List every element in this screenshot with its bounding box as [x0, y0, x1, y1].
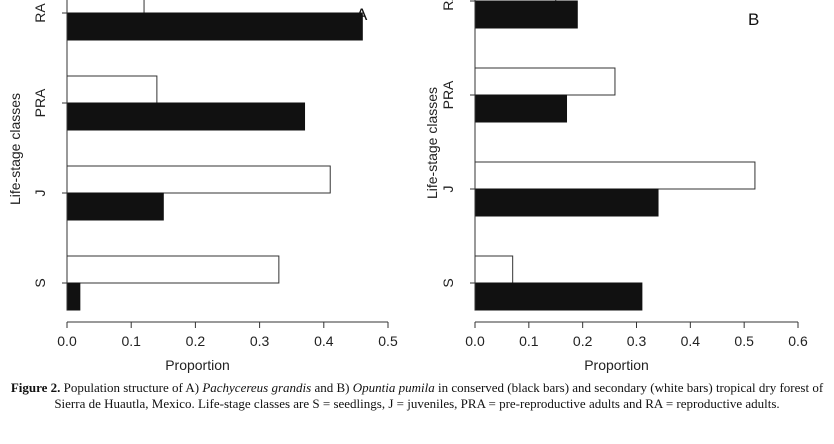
caption-species-a: Pachycereus grandis [202, 380, 312, 395]
panel-a-xtick-label-5: 0.5 [378, 333, 398, 349]
panel-a-xtick-label-4: 0.4 [314, 333, 334, 349]
panel-b-y-axis-label: Life-stage classes [424, 87, 440, 199]
panel-a-xtick-label-0: 0.0 [57, 333, 77, 349]
panel-a-xtick-label-1: 0.1 [121, 333, 141, 349]
panel-b-bar-secondary-j [474, 161, 756, 190]
panel-b-xtick-label-0: 0.0 [465, 333, 485, 349]
panel-b-xtick-label-4: 0.4 [681, 333, 701, 349]
panel-b-xtick-label-5: 0.5 [734, 333, 754, 349]
panel-a-xtick-label-2: 0.2 [186, 333, 206, 349]
panel-a-bar-conserved-pra [66, 102, 306, 131]
panel-a-y-axis-label: Life-stage classes [7, 93, 23, 205]
panel-a-bar-secondary-s [66, 255, 280, 284]
panel-b-ytick-label-s: S [440, 278, 456, 287]
panel-a-ytick-label-ra: RA [32, 3, 48, 23]
panel-b-bar-conserved-ra [474, 0, 578, 29]
panel-a-bar-secondary-ra [66, 0, 145, 14]
panel-a-bar-conserved-j [66, 192, 164, 221]
chart-canvas: S J PRA RA 0.0 0.1 0.2 0.3 0.4 0.5 Proportion Life-… [7, 0, 808, 373]
panel-b-x-axis-label: Proportion [584, 357, 649, 373]
panel-b-ytick-label-pra: PRA [440, 80, 456, 109]
panel-a-x-axis-label: Proportion [165, 357, 230, 373]
caption-species-b: Opuntia pumila [352, 380, 435, 395]
panel-a-bar-conserved-ra [66, 12, 363, 41]
panel-a-bar-secondary-pra [66, 75, 158, 104]
panel-a-ytick-label-j: J [32, 190, 48, 197]
caption-text-1: Population structure of A) [60, 380, 203, 395]
panel-a-bar-conserved-s [66, 282, 81, 311]
panel-a-ytick-label-pra: PRA [32, 88, 48, 117]
panel-b-letter: B [748, 10, 759, 29]
panel-a-ytick-label-s: S [32, 278, 48, 287]
panel-b-bar-secondary-s [474, 255, 514, 284]
panel-b-xtick-label-2: 0.2 [573, 333, 593, 349]
caption-text-3: in conserved (black bars) and secondary … [54, 380, 824, 411]
panel-a-letter: A [356, 5, 368, 24]
panel-b-bar-conserved-s [474, 282, 643, 311]
panel-b-xtick-label-3: 0.3 [627, 333, 647, 349]
panel-b-ytick-label-j: J [440, 186, 456, 193]
panel-b-bar-conserved-j [474, 188, 659, 217]
panel-b-xtick-label-1: 0.1 [519, 333, 539, 349]
panel-b-xtick-label-6: 0.6 [788, 333, 808, 349]
panel-b-bar-secondary-pra [474, 67, 616, 96]
panel-b-ytick-label-ra: RA [440, 0, 456, 11]
caption-text-2: and B) [311, 380, 353, 395]
panel-a-xtick-label-3: 0.3 [250, 333, 270, 349]
figure-caption: Figure 2. Population structure of A) Pac… [0, 380, 834, 412]
panel-a: S J PRA RA 0.0 0.1 0.2 0.3 0.4 0.5 Proportion Life-… [7, 0, 398, 373]
panel-b: S J PRA RA 0.0 0.1 0.2 0.3 0.4 0.5 0.6 Proportion Li… [424, 0, 808, 373]
caption-label: Figure 2. [10, 380, 61, 395]
panel-a-bar-secondary-j [66, 165, 331, 194]
panel-b-bar-conserved-pra [474, 94, 568, 123]
